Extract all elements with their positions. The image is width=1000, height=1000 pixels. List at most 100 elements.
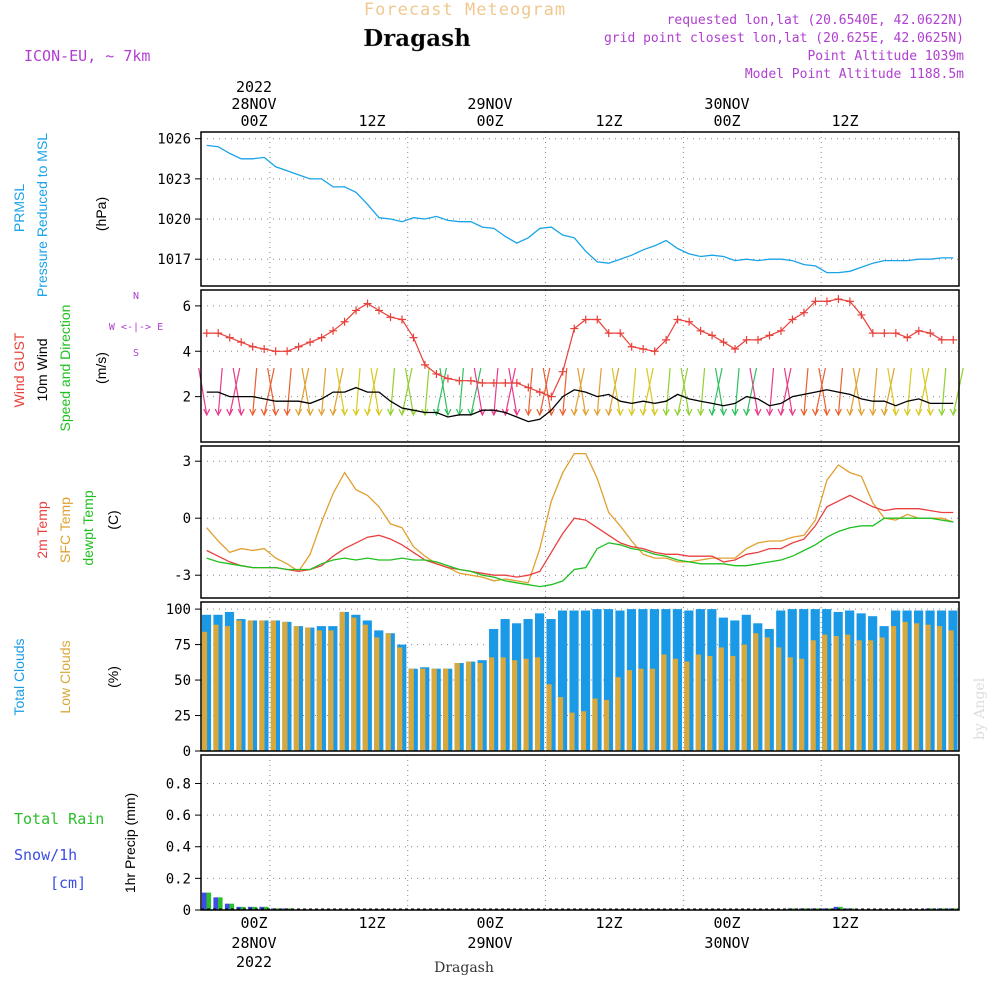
precip-panel-labels: Total Rain Snow/1h [cm] 1hr Precip (mm) (14, 793, 138, 893)
low-cloud-bar (213, 624, 219, 751)
low-cloud-bar (293, 626, 299, 751)
wind-arrow-shaft (906, 367, 912, 416)
low-cloud-bar (925, 624, 931, 751)
gust-point (237, 338, 246, 347)
gust-point (271, 347, 280, 356)
low-cloud-bar (845, 634, 851, 751)
wind-arrow-head (926, 408, 934, 417)
low-cloud-bar (833, 636, 839, 751)
total-cloud-bar (603, 609, 614, 751)
low-cloud-bar (891, 626, 897, 751)
y-tick-label: 6 (183, 299, 191, 315)
low-cloud-bar (799, 658, 805, 751)
wind-arrow-head (834, 408, 842, 417)
wind-direction-arrow (301, 367, 314, 417)
wind-arrow-shaft (539, 367, 551, 416)
snow-bar (833, 906, 839, 910)
low-cloud-bar (580, 711, 587, 751)
gust-point (547, 392, 556, 401)
wind-direction-arrow (593, 367, 602, 417)
wind-arrow-head (524, 408, 532, 417)
wind-direction-arrow (283, 367, 292, 417)
wind-direction-arrow (742, 367, 758, 417)
pressure-frame (200, 131, 960, 287)
wind-direction-arrow (501, 367, 516, 417)
y-tick-label: -3 (174, 568, 191, 584)
wind-direction-arrow (852, 367, 865, 417)
low-cloud-bar (339, 611, 345, 751)
wind-direction-arrow (680, 367, 693, 417)
dewpt-label: dewpt Temp (80, 490, 96, 565)
wind-direction-arrow (846, 367, 861, 417)
low-cloud-bar (822, 634, 828, 751)
wind-direction-arrow (869, 367, 878, 417)
snow-bar (810, 908, 816, 910)
temp2m-line (206, 494, 954, 578)
gust-point (650, 347, 659, 356)
low-cloud-bar (523, 658, 529, 751)
low-cloud-bar (649, 668, 655, 751)
y-tick-label: 0 (183, 903, 191, 919)
top-hour-label: 00Z (713, 112, 740, 130)
wind-arrow-head (501, 408, 509, 417)
wind-arrow-head (639, 408, 647, 417)
snow-bar (282, 908, 287, 910)
wind-direction-arrow (421, 367, 430, 417)
low-cloud-bar (477, 663, 483, 751)
gust-point (489, 379, 498, 388)
dewpt-line (206, 517, 954, 588)
gust-point (673, 315, 682, 324)
wind-arrow-shaft (883, 367, 895, 416)
wind-arrow-head (949, 408, 957, 417)
wind-arrow-shaft (298, 367, 310, 416)
wind-direction-arrow (674, 367, 689, 417)
gust-point (558, 367, 567, 376)
y-tick-label: 100 (166, 602, 191, 618)
wind-arrow-shaft (527, 367, 533, 416)
snow-bar (247, 906, 253, 910)
wind-arrow-shaft (542, 367, 552, 416)
rain-bar (252, 906, 258, 910)
y-tick-label: 0.8 (166, 776, 191, 792)
wind-arrow-head (720, 408, 728, 417)
point-altitude: Point Altitude 1039m (807, 49, 964, 64)
gust-point (260, 344, 269, 353)
plot-panels: 1017 1020 1023 1026 2 4 6 -3 0 3 0 25 50 75 100 0 0.2 0.4… (157, 131, 964, 919)
wind-arrow-shaft (665, 367, 671, 416)
pressure-unit: (hPa) (93, 197, 109, 231)
top-hour-label: 00Z (240, 112, 267, 130)
low-cloud-bar (879, 637, 885, 751)
low-cloud-bar (868, 640, 874, 751)
wind-direction-arrow (267, 367, 280, 417)
gust-point (225, 333, 234, 342)
wind-arrow-head (386, 408, 395, 417)
gust-point (317, 333, 326, 342)
rain-bar (792, 908, 797, 910)
gust-point (409, 333, 418, 342)
wind-arrow-shaft (611, 367, 621, 416)
wind-direction-arrow (432, 367, 448, 417)
low-cloud-bar (385, 633, 391, 751)
gust-point (799, 308, 808, 317)
compass-south: S (133, 348, 139, 359)
gust-point (352, 306, 361, 315)
low-cloud-bar (534, 657, 541, 751)
wind-arrow-shaft (699, 367, 706, 416)
low-cloud-bar (936, 626, 943, 751)
wind-direction-arrow (777, 367, 792, 417)
wind-arrow-shaft (837, 367, 844, 416)
wind-direction-arrow (731, 367, 740, 417)
wind-direction-arrow (508, 367, 521, 417)
wind-direction-arrow (938, 367, 947, 417)
wind-arrow-shaft (780, 367, 792, 416)
temperature-frame (200, 445, 960, 599)
wind-arrow-head (777, 408, 785, 417)
pressure-label-prmsl: PRMSL (11, 184, 27, 232)
wind-arrow-shaft (229, 367, 241, 416)
low-cloud-bar (603, 699, 610, 751)
wind-arrow-shaft (252, 367, 258, 416)
wind-arrow-head (421, 408, 429, 417)
wind-arrow-head (341, 408, 349, 417)
wind-arrow-shaft (714, 367, 725, 416)
